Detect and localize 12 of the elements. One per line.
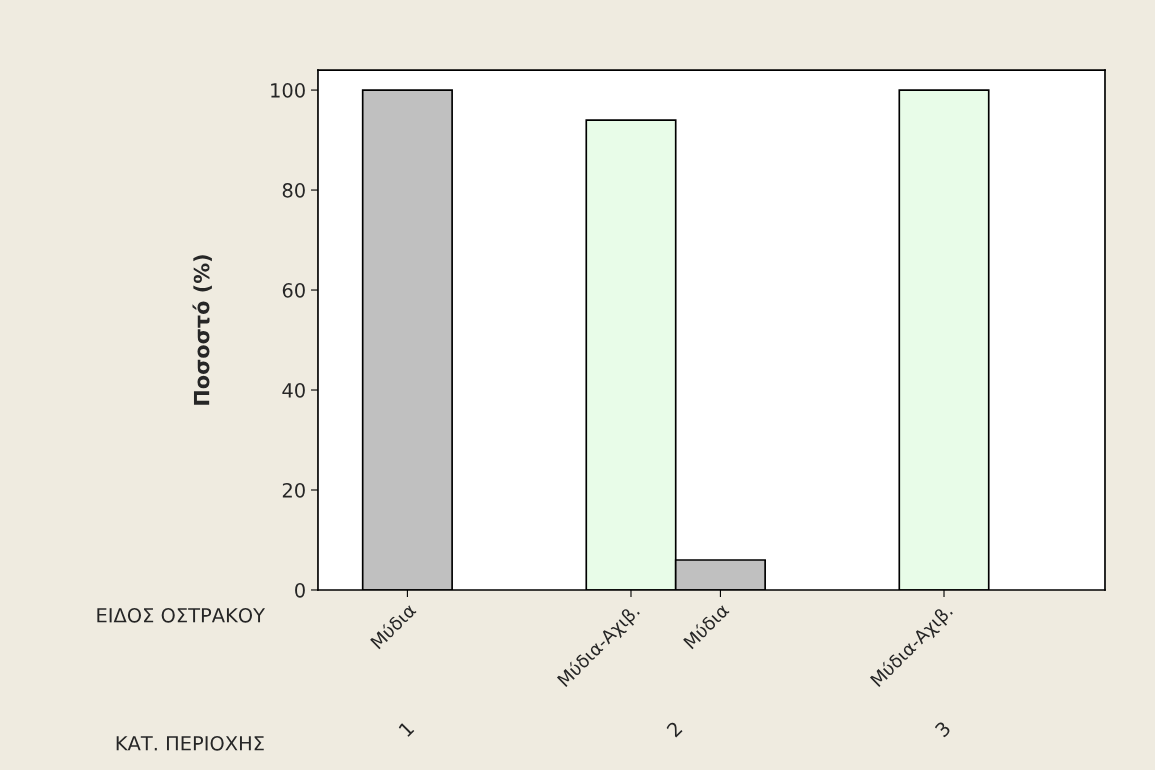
y-tick-label: 80 xyxy=(282,183,305,198)
y-tick-label: 60 xyxy=(282,282,305,298)
y-tick-label: 0 xyxy=(295,582,305,598)
text: 2 xyxy=(665,720,683,738)
text: ΕΙΔΟΣ ΟΣΤΡΑΚΟΥ xyxy=(97,607,266,623)
y-tick-label: 40 xyxy=(282,382,305,398)
y-tick-label: 20 xyxy=(282,482,305,498)
y-tick-label: 100 xyxy=(271,83,305,98)
text: 1 xyxy=(398,721,415,738)
y-axis-title: Ποσοστό (%) xyxy=(192,255,212,405)
text: ΚΑΤ. ΠΕΡΙΟΧΗΣ xyxy=(116,735,264,751)
text: 3 xyxy=(934,720,952,738)
